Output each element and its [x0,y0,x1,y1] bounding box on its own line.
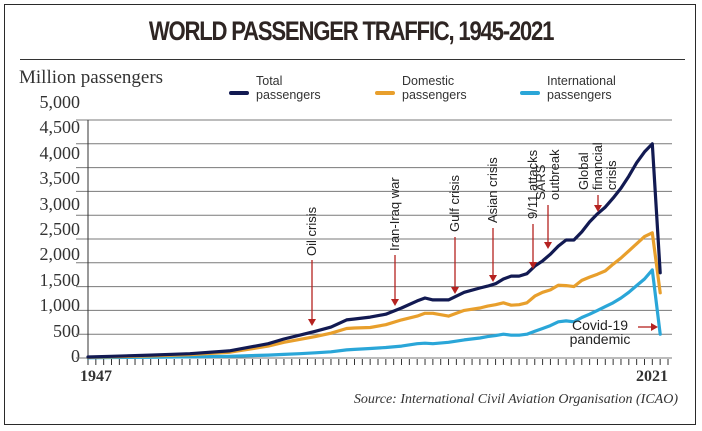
x-tick-label-end: 2021 [636,368,668,385]
y-tick-label: 0 [71,346,80,366]
chart-frame [4,4,696,425]
y-tick-label: 1,000 [39,295,81,316]
annotation-gulf-crisis-arrow-head [451,287,459,294]
annotation-oil-crisis-label: Oil crisis [304,206,319,256]
annotation-global-financial-crisis-arrow-head [594,205,602,212]
annotation-covid-19-label: Covid-19 pandemic [570,317,631,347]
annotation-gulf-crisis-label: Gulf crisis [447,174,462,232]
annotation-9-11-attacks-label: 9/11 attacks [525,149,540,219]
annotation-asian-crisis-label: Asian crisis [485,157,500,223]
legend-swatch-total [229,91,249,95]
legend-label-total: Total passengers [256,74,321,102]
series-line-international [86,268,662,360]
legend-item-domestic: Domestic passengers [375,74,467,102]
annotation-asian-crisis-arrow-head [489,275,497,282]
legend-swatch-domestic [375,91,395,95]
x-tick-label-start: 1947 [80,368,112,385]
series-line-total [86,142,662,359]
annotation-covid-19-arrow-head [651,323,658,331]
legend-item-total: Total passengers [229,74,321,102]
title-divider [20,59,685,60]
annotation-sars-outbreak-label: SARSoutbreak [533,149,562,200]
y-tick-label: 2,000 [39,244,81,265]
y-tick-label: 1,500 [39,269,81,290]
annotation-iran-iraq-war-arrow-head [391,299,399,306]
y-tick-label: 500 [53,320,80,341]
legend-swatch-international [520,91,540,95]
y-tick-label: 3,500 [39,168,81,189]
legend-item-international: International passengers [520,74,616,102]
annotation-global-financial-crisis-label: Globalfinancialcrisis [576,142,619,190]
y-axis-unit-label: Million passengers [19,67,164,88]
annotation-sars-outbreak-arrow-head [544,242,552,249]
y-tick-label: 3,000 [39,193,81,214]
chart-title: WORLD PASSENGER TRAFFIC, 1945-2021 [148,16,555,46]
y-tick-label: 2,500 [39,219,81,239]
legend-label-domestic: Domestic passengers [402,74,467,102]
annotation-oil-crisis-arrow-head [308,319,316,326]
annotation-9-11-attacks-arrow-head [529,262,537,269]
annotation-iran-iraq-war-label: Iran-Iraq war [387,177,402,251]
y-tick-label: 4,500 [39,117,81,138]
legend-label-international: International passengers [547,74,616,102]
source-note: Source: International Civil Aviation Org… [353,392,678,407]
y-tick-label: 5,000 [39,92,81,112]
y-tick-label: 4,000 [39,142,81,163]
series-line-domestic [86,231,662,359]
